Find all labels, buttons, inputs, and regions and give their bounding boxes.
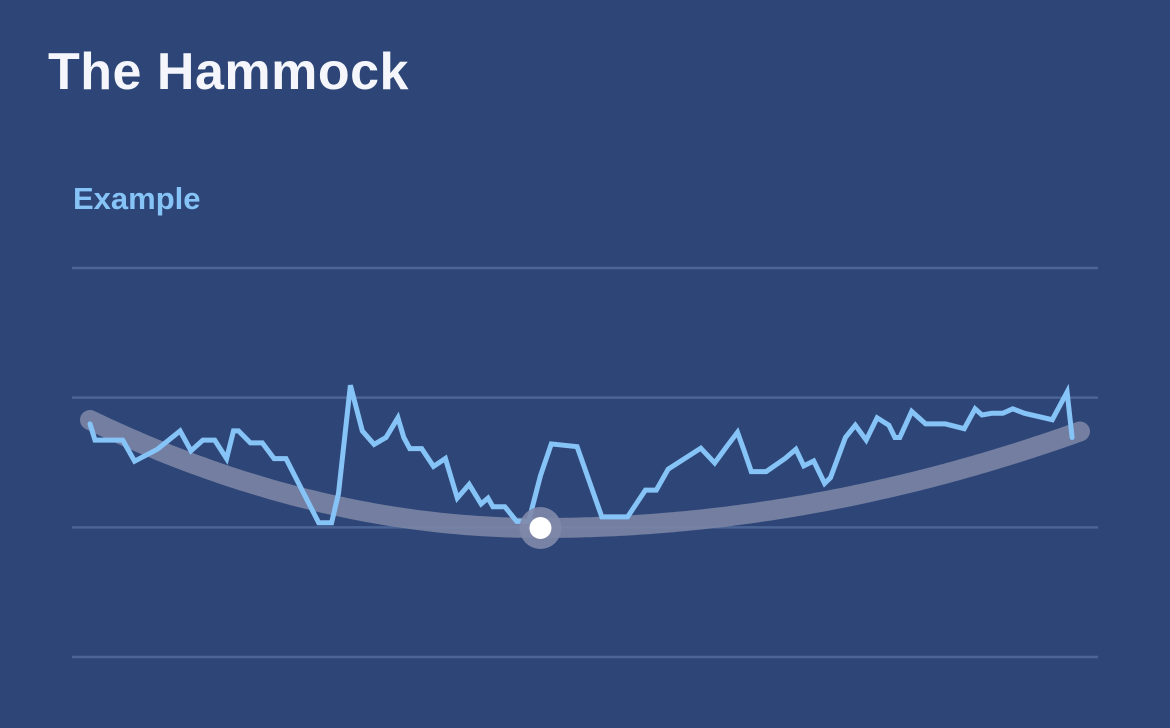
- hammock-curve: [80, 410, 1090, 538]
- price-line: [87, 383, 1075, 526]
- low-point-marker: [529, 517, 552, 539]
- price-line-layer: [87, 383, 1075, 526]
- page-title: The Hammock: [48, 43, 409, 101]
- low-point-layer: [519, 507, 562, 549]
- chart-subtitle: Example: [73, 181, 201, 216]
- hammock-curve-layer: [80, 410, 1090, 538]
